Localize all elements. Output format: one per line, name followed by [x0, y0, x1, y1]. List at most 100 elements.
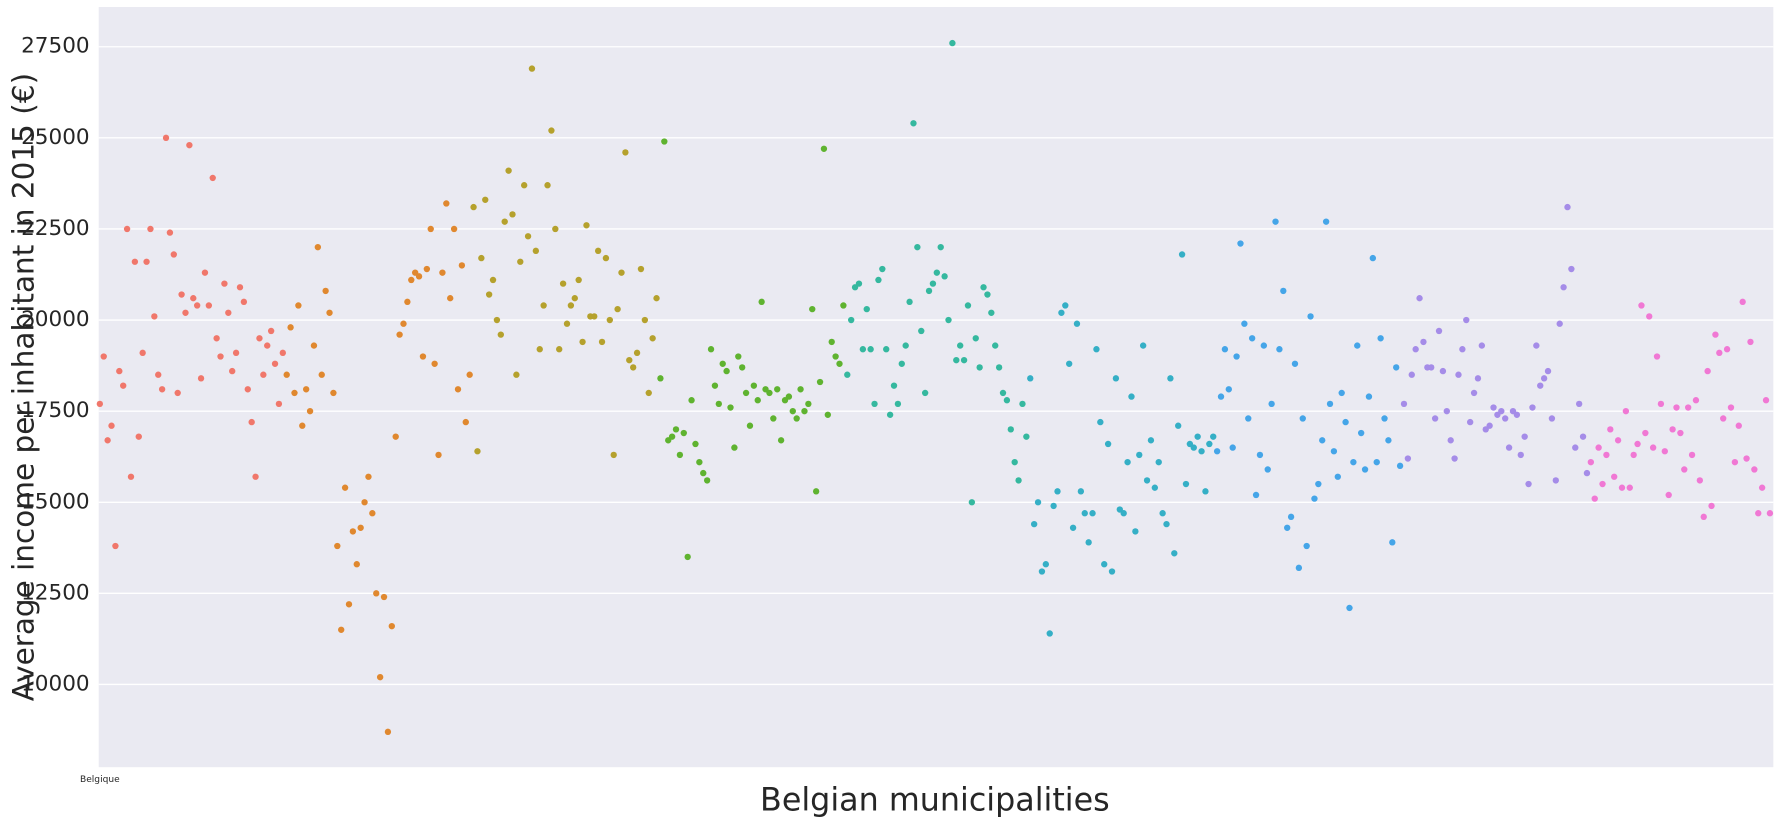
point — [1552, 477, 1559, 484]
point — [1611, 473, 1618, 480]
point — [369, 510, 376, 517]
point — [1287, 513, 1295, 521]
point — [746, 422, 754, 429]
point — [1747, 338, 1754, 346]
point — [384, 728, 392, 736]
point — [980, 284, 987, 291]
point — [147, 225, 154, 233]
point — [1548, 415, 1556, 422]
point — [723, 367, 730, 375]
point — [190, 295, 197, 302]
point — [162, 134, 170, 142]
point — [649, 335, 656, 342]
point — [478, 254, 485, 262]
point — [388, 622, 395, 630]
point — [143, 258, 150, 265]
point — [158, 386, 166, 393]
y-tick-label: 15000 — [21, 489, 90, 514]
point — [1178, 251, 1186, 258]
point — [1373, 458, 1380, 466]
point — [618, 269, 625, 276]
point — [123, 225, 131, 233]
point — [505, 167, 512, 174]
point — [314, 243, 322, 251]
point — [170, 251, 177, 258]
point — [291, 389, 298, 397]
point — [548, 127, 555, 134]
point — [1704, 367, 1711, 375]
point — [1653, 353, 1661, 360]
point — [283, 371, 290, 378]
point — [260, 371, 267, 378]
point — [957, 342, 964, 349]
point — [427, 225, 434, 233]
point — [668, 433, 676, 440]
point — [1054, 488, 1061, 495]
point — [330, 389, 337, 397]
point — [844, 371, 851, 378]
point — [1303, 542, 1310, 550]
point — [890, 382, 898, 389]
point — [1365, 393, 1373, 400]
point — [1634, 440, 1641, 448]
y-tick-label: 12500 — [21, 580, 90, 605]
point — [1657, 400, 1665, 408]
point — [1470, 389, 1478, 397]
point — [326, 309, 333, 316]
point — [493, 316, 501, 324]
point — [1311, 495, 1318, 502]
point — [1716, 349, 1723, 357]
point — [645, 389, 652, 397]
point — [797, 386, 804, 393]
point — [1408, 371, 1415, 378]
point — [1225, 386, 1232, 393]
point — [1466, 418, 1474, 426]
point — [964, 302, 972, 309]
point — [380, 593, 388, 601]
x-axis-label: Belgian municipalities — [760, 782, 1110, 818]
point — [1085, 539, 1092, 546]
point — [591, 313, 598, 320]
point — [672, 426, 680, 433]
point — [338, 626, 345, 633]
point — [1260, 342, 1268, 349]
point — [1498, 407, 1505, 415]
point — [1614, 437, 1622, 444]
point — [131, 258, 139, 265]
point — [1342, 418, 1349, 426]
point — [1564, 203, 1571, 211]
point — [186, 141, 193, 149]
point — [1665, 491, 1672, 499]
point — [252, 473, 259, 480]
point — [201, 269, 209, 276]
point — [1023, 433, 1030, 440]
point — [626, 356, 633, 364]
point — [1248, 335, 1256, 342]
point — [295, 302, 302, 309]
point — [840, 302, 847, 309]
point — [536, 346, 543, 353]
point — [918, 327, 925, 335]
point — [754, 397, 761, 404]
point — [267, 327, 275, 335]
point — [910, 120, 917, 127]
point — [1642, 429, 1649, 437]
point — [1136, 451, 1143, 459]
point — [1393, 364, 1400, 371]
point — [1089, 510, 1096, 517]
point — [229, 367, 236, 375]
point — [100, 353, 107, 360]
point — [731, 444, 738, 451]
point — [1319, 437, 1326, 444]
point — [898, 360, 905, 367]
point — [1735, 422, 1742, 429]
point — [299, 422, 306, 429]
point — [676, 451, 684, 459]
point — [193, 302, 201, 309]
point — [1139, 342, 1147, 349]
point — [606, 316, 613, 324]
point — [1681, 466, 1688, 473]
point — [610, 451, 617, 459]
point — [221, 280, 228, 287]
point — [1459, 346, 1466, 353]
